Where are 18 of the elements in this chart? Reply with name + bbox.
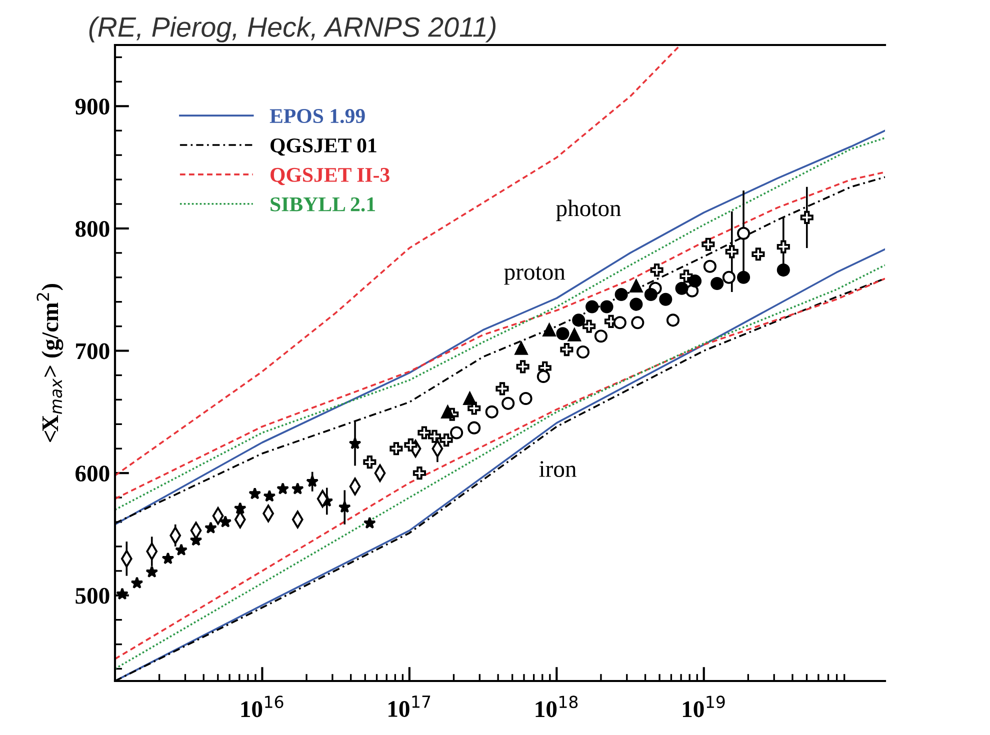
legend-label: QGSJET II-3 — [270, 168, 390, 186]
annotation: photon — [556, 200, 621, 222]
y-tick-label: 600 — [76, 466, 110, 482]
x-tick-label: 10$^{19}$ — [682, 696, 725, 718]
x-tick-label: 10$^{18}$ — [536, 696, 578, 718]
legend-label: EPOS 1.99 — [270, 109, 365, 124]
y-axis-title: <X$_{max}$> (g/cm$^{2}$) — [36, 284, 64, 442]
annotation: proton — [504, 266, 566, 285]
y-tick-label: 500 — [76, 588, 110, 604]
annotation: iron — [539, 461, 576, 478]
y-tick-label: 800 — [76, 220, 110, 237]
y-tick-label: 700 — [76, 343, 110, 360]
y-tick-label: 900 — [75, 98, 110, 115]
legend-label: QGSJET 01 — [270, 138, 376, 156]
legend-label: SIBYLL 2.1 — [270, 197, 375, 212]
x-tick-label: 10$^{17}$ — [388, 696, 430, 717]
x-tick-label: 10$^{16}$ — [241, 696, 284, 718]
chart-title: (RE, Pierog, Heck, ARNPS 2011) — [89, 16, 496, 42]
